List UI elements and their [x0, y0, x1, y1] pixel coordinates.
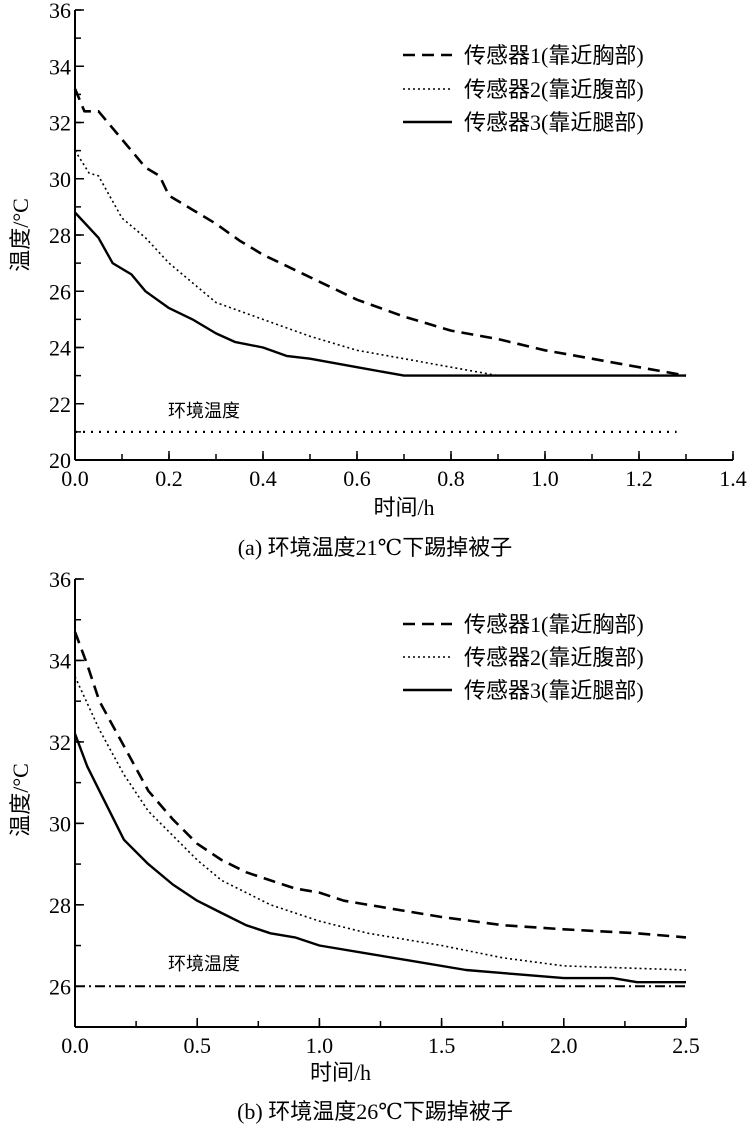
- chart-a: 0.0 0.2 0.4 0.6 0.8 1.0 1.2 1.4 20 22 24 26 28 30 32 34…: [8, 0, 747, 560]
- series-line-2: [74, 676, 687, 971]
- y-tick-label: 28: [49, 893, 71, 918]
- y-tick-label: 32: [49, 111, 71, 136]
- y-tick-label: 34: [49, 648, 71, 673]
- x-axis-label: 时间/h: [373, 495, 434, 520]
- series-line-3: [74, 211, 686, 377]
- legend-label: 传感器3(靠近腿部): [464, 678, 644, 703]
- y-tick-label: 36: [49, 0, 71, 23]
- x-axis-label: 时间/h: [310, 1060, 371, 1085]
- y-tick-label: 26: [49, 974, 71, 999]
- y-tick-label: 36: [49, 567, 71, 592]
- y-tick-label: 34: [49, 54, 71, 79]
- chart-caption: (b) 环境温度26℃下踢掉被子: [237, 1099, 513, 1124]
- series-line-3: [73, 733, 686, 984]
- chart-caption: (a) 环境温度21℃下踢掉被子: [238, 535, 513, 560]
- y-tick-label: 22: [49, 392, 71, 417]
- x-tick-label: 2.5: [672, 1033, 700, 1058]
- x-tick-label: 0.0: [61, 466, 89, 491]
- x-tick-label: 0.2: [155, 466, 183, 491]
- y-axis-label: 温度/°C: [8, 198, 33, 272]
- x-tick-label: 0.5: [183, 1033, 211, 1058]
- y-tick-label: 30: [49, 167, 71, 192]
- x-tick-label: 0.8: [437, 466, 465, 491]
- legend-label: 传感器1(靠近胸部): [464, 43, 644, 68]
- x-tick-label: 1.0: [306, 1033, 334, 1058]
- x-tick-label: 0.6: [343, 466, 371, 491]
- x-tick-label: 1.5: [428, 1033, 456, 1058]
- x-tick-label: 0.4: [249, 466, 277, 491]
- series-line-1: [73, 88, 687, 377]
- chart-b: 0.0 0.5 1.0 1.5 2.0 2.5 26 28 30 32 34 36 时间/h 温度/°C (…: [8, 567, 700, 1124]
- legend-label: 传感器1(靠近胸部): [464, 612, 644, 637]
- x-tick-label: 0.0: [61, 1033, 89, 1058]
- x-tick-label: 1.0: [531, 466, 559, 491]
- y-tick-label: 32: [49, 730, 71, 755]
- y-tick-label: 24: [49, 336, 71, 361]
- x-tick-label: 1.2: [625, 466, 653, 491]
- series-line-1: [73, 631, 687, 939]
- y-tick-label: 26: [49, 279, 71, 304]
- x-tick-label: 2.0: [550, 1033, 578, 1058]
- y-tick-label: 20: [49, 448, 71, 473]
- y-tick-label: 28: [49, 223, 71, 248]
- legend-label: 传感器3(靠近腿部): [464, 110, 644, 135]
- ambient-label: 环境温度: [168, 954, 240, 974]
- y-axis-label: 温度/°C: [8, 763, 33, 837]
- legend-label: 传感器2(靠近腹部): [464, 77, 644, 102]
- series-line-2: [74, 150, 686, 377]
- legend-label: 传感器2(靠近腹部): [464, 645, 644, 670]
- y-tick-label: 30: [49, 811, 71, 836]
- ambient-label: 环境温度: [168, 401, 240, 421]
- x-tick-label: 1.4: [719, 466, 747, 491]
